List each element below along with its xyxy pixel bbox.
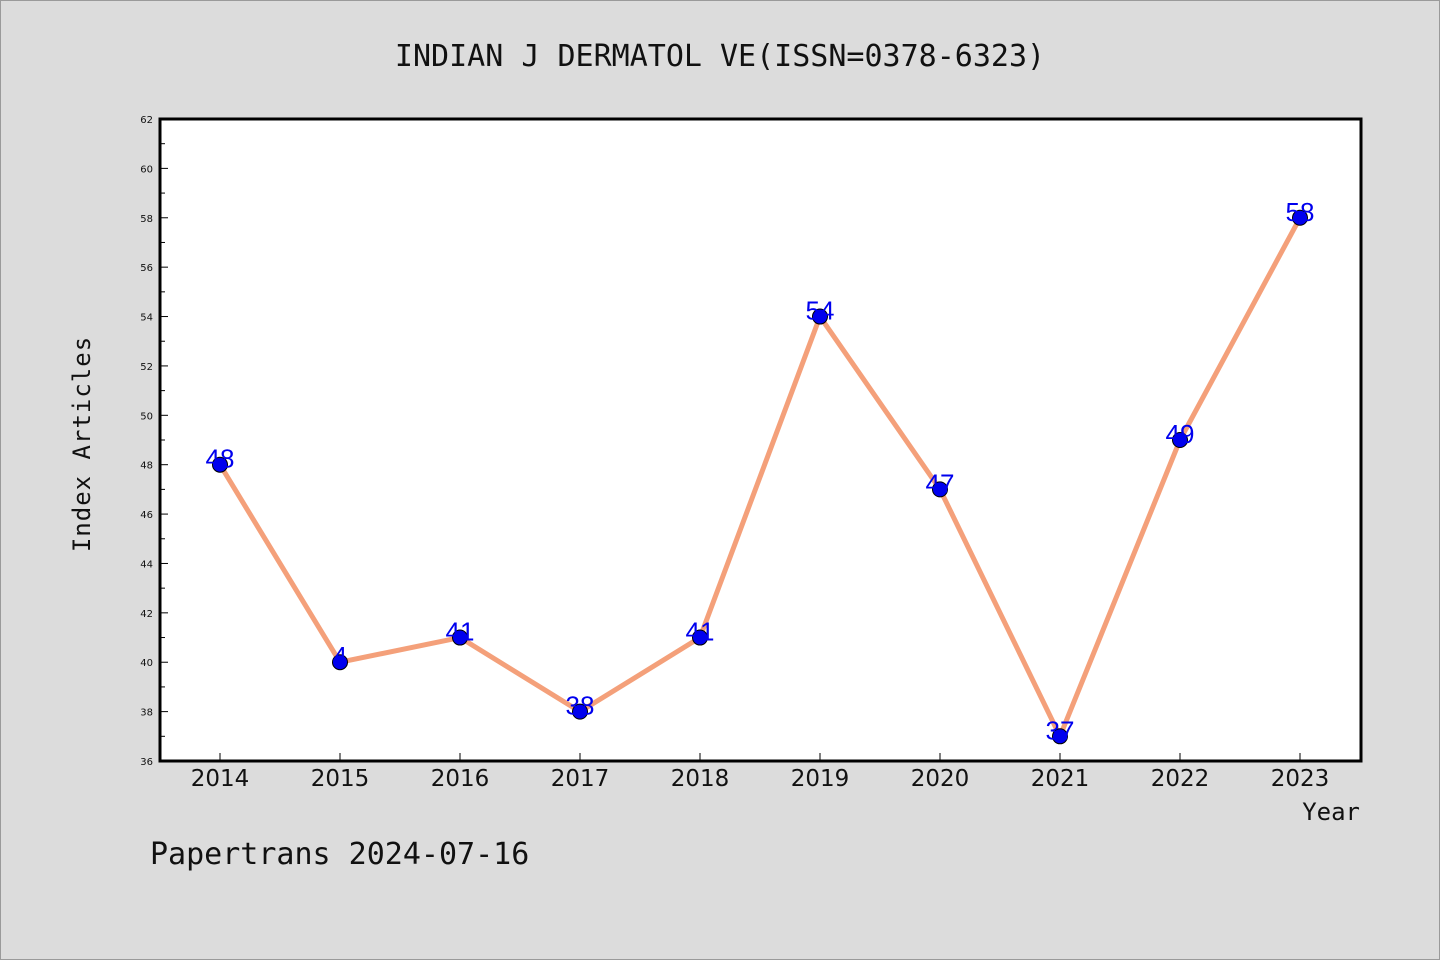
y-tick-label: 50 bbox=[140, 411, 153, 422]
data-point-marker bbox=[812, 308, 828, 325]
data-point-marker bbox=[332, 654, 348, 671]
x-axis: 2014 2015 2016 2017 2018 2019 2020 2021 2022 2023 bbox=[191, 753, 1330, 792]
y-tick-label: 62 bbox=[140, 115, 153, 126]
data-label: 37 bbox=[1046, 715, 1075, 745]
y-tick-label: 44 bbox=[140, 559, 153, 570]
plot-area bbox=[158, 117, 1363, 763]
y-axis: 36 38 40 42 44 46 48 50 52 54 56 58 60 62 bbox=[140, 115, 168, 768]
y-tick-label: 40 bbox=[140, 658, 153, 669]
x-tick-label: 2017 bbox=[551, 766, 610, 792]
y-tick-label: 56 bbox=[140, 263, 153, 274]
data-point-marker bbox=[932, 481, 948, 498]
data-point-marker bbox=[212, 456, 228, 473]
x-tick-label: 2019 bbox=[791, 766, 850, 792]
footer-text: Papertrans 2024-07-16 bbox=[150, 837, 529, 872]
y-tick-label: 48 bbox=[140, 461, 153, 472]
data-labels: 48 4 41 38 41 54 47 37 49 58 bbox=[206, 197, 1315, 746]
y-axis-title: Index Articles bbox=[68, 336, 96, 552]
y-tick-label: 36 bbox=[140, 757, 153, 768]
x-tick-label: 2023 bbox=[1271, 766, 1330, 792]
data-label: 4 bbox=[333, 641, 347, 671]
data-point-marker bbox=[1052, 728, 1068, 745]
data-point-marker bbox=[692, 629, 708, 646]
y-tick-label: 46 bbox=[140, 510, 153, 521]
x-tick-label: 2021 bbox=[1031, 766, 1090, 792]
data-point-marker bbox=[452, 629, 468, 646]
series-line bbox=[217, 215, 1303, 739]
y-tick-label: 54 bbox=[140, 313, 153, 324]
data-points bbox=[212, 209, 1308, 745]
data-label: 41 bbox=[686, 617, 715, 647]
data-point-marker bbox=[572, 703, 588, 720]
y-tick-label: 52 bbox=[140, 362, 153, 373]
data-label: 47 bbox=[926, 468, 955, 498]
data-label: 54 bbox=[806, 296, 835, 326]
x-axis-title: Year bbox=[1302, 798, 1360, 826]
y-tick-label: 60 bbox=[140, 164, 153, 175]
data-point-marker bbox=[1292, 209, 1308, 226]
y-tick-label: 38 bbox=[140, 708, 153, 719]
x-tick-label: 2020 bbox=[911, 766, 970, 792]
x-tick-label: 2014 bbox=[191, 766, 250, 792]
data-label: 58 bbox=[1286, 197, 1315, 227]
x-tick-label: 2022 bbox=[1151, 766, 1210, 792]
data-point-marker bbox=[1172, 432, 1188, 448]
data-label: 49 bbox=[1166, 419, 1195, 449]
data-label: 41 bbox=[446, 617, 475, 647]
x-tick-label: 2018 bbox=[671, 766, 730, 792]
x-tick-label: 2016 bbox=[431, 766, 490, 792]
y-tick-label: 42 bbox=[140, 609, 153, 620]
data-label: 48 bbox=[206, 444, 235, 474]
y-tick-label: 58 bbox=[140, 214, 153, 225]
data-label: 38 bbox=[566, 691, 595, 721]
chart-title: INDIAN J DERMATOL VE(ISSN=0378-6323) bbox=[395, 39, 1045, 74]
x-tick-label: 2015 bbox=[311, 766, 370, 792]
series-polyline bbox=[217, 215, 1303, 739]
